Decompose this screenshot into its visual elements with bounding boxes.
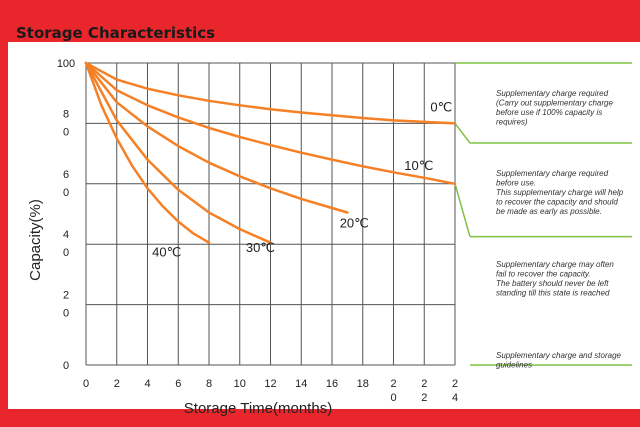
x-tick-label: 14 bbox=[295, 378, 307, 390]
chart-title: Storage Characteristics bbox=[16, 24, 216, 42]
y-tick-label: 100 bbox=[57, 58, 75, 70]
curve-line bbox=[84, 61, 211, 244]
chart-panel bbox=[8, 42, 640, 409]
x-tick-part: 2 bbox=[421, 392, 427, 404]
curve-label: 20℃ bbox=[340, 216, 369, 231]
curve-label: 40℃ bbox=[152, 244, 181, 259]
x-tick-label: 18 bbox=[357, 378, 369, 390]
annotation-line: Supplementary charge required bbox=[496, 169, 609, 178]
annotation-line: The battery should never be left bbox=[496, 279, 609, 288]
y-tick-label: 0 bbox=[63, 360, 69, 372]
bracket-line bbox=[454, 122, 471, 144]
curve-line bbox=[84, 61, 349, 214]
x-tick-part: 12 bbox=[264, 378, 276, 390]
bracket-lines bbox=[454, 62, 632, 366]
x-tick-label: 10 bbox=[234, 378, 246, 390]
y-axis-label: Capacity(%) bbox=[27, 199, 44, 281]
y-tick-part: 0 bbox=[63, 247, 69, 259]
annotation-line: requires) bbox=[496, 118, 528, 127]
x-tick-labels: 0 2 4 6 8 10 12 14 16 18 2 02 22 4 bbox=[83, 378, 458, 404]
y-tick-part: 0 bbox=[63, 187, 69, 199]
x-tick-part: 2 bbox=[390, 378, 396, 390]
x-tick-part: 10 bbox=[234, 378, 246, 390]
bracket-line bbox=[454, 183, 471, 237]
x-tick-part: 16 bbox=[326, 378, 338, 390]
annotation-note: Supplementary charge and storage guidelin… bbox=[496, 351, 622, 370]
x-tick-label: 12 bbox=[264, 378, 276, 390]
curve-line bbox=[84, 61, 457, 125]
x-tick-part: 6 bbox=[175, 378, 181, 390]
bottom-bar bbox=[0, 409, 640, 427]
curve-label: 30℃ bbox=[246, 240, 275, 255]
y-tick-part: 0 bbox=[63, 308, 69, 320]
y-tick-part: 6 bbox=[63, 169, 69, 181]
curve-label: 10℃ bbox=[404, 158, 433, 173]
y-tick-part: 0 bbox=[63, 360, 69, 372]
y-tick-part: 100 bbox=[57, 58, 75, 70]
annotation-line: Supplementary charge may often bbox=[496, 260, 614, 269]
annotation-note: Supplementary charge required before use.… bbox=[496, 169, 624, 216]
annotation-line: be made as early as possible. bbox=[496, 207, 602, 216]
annotation-line: before use if 100% capacity is bbox=[496, 108, 602, 117]
y-tick-part: 2 bbox=[63, 290, 69, 302]
x-tick-label: 6 bbox=[175, 378, 181, 390]
x-tick-part: 4 bbox=[452, 392, 458, 404]
x-tick-label: 2 bbox=[114, 378, 120, 390]
curve-line bbox=[84, 61, 457, 186]
x-tick-part: 2 bbox=[421, 378, 427, 390]
annotation-note: Supplementary charge required (Carry out … bbox=[496, 89, 613, 127]
y-tick-part: 0 bbox=[63, 126, 69, 138]
x-tick-part: 14 bbox=[295, 378, 307, 390]
annotation-line: fail to recover the capacity. bbox=[496, 270, 591, 279]
x-tick-part: 4 bbox=[144, 378, 150, 390]
x-tick-part: 0 bbox=[83, 378, 89, 390]
annotation-line: (Carry out supplementary charge bbox=[496, 99, 613, 108]
annotation-line: standing till this state is reached bbox=[496, 289, 610, 298]
annotation-line: This supplementary charge will help bbox=[496, 188, 624, 197]
y-tick-part: 4 bbox=[63, 229, 69, 241]
annotation-line: Supplementary charge and storage bbox=[496, 351, 622, 360]
x-tick-part: 8 bbox=[206, 378, 212, 390]
annotation-line: Supplementary charge required bbox=[496, 89, 609, 98]
curves bbox=[84, 61, 457, 244]
x-tick-part: 18 bbox=[357, 378, 369, 390]
annotation-line: guidelines bbox=[496, 361, 532, 370]
title-tab: Storage Characteristics bbox=[0, 0, 330, 42]
x-axis-label: Storage Time(months) bbox=[184, 400, 332, 417]
x-tick-part: 0 bbox=[390, 392, 396, 404]
grid bbox=[85, 62, 456, 366]
x-tick-part: 2 bbox=[452, 378, 458, 390]
curve-line bbox=[84, 61, 272, 244]
x-tick-label: 4 bbox=[144, 378, 150, 390]
x-tick-part: 2 bbox=[114, 378, 120, 390]
y-tick-part: 8 bbox=[63, 108, 69, 120]
annotation-notes: Supplementary charge required (Carry out … bbox=[496, 89, 624, 370]
annotation-line: to recover the capacity and should bbox=[496, 198, 618, 207]
x-tick-label: 16 bbox=[326, 378, 338, 390]
annotation-note: Supplementary charge may often fail to re… bbox=[496, 260, 614, 298]
x-tick-label: 0 bbox=[83, 378, 89, 390]
curve-label: 0℃ bbox=[430, 99, 452, 114]
x-tick-label: 8 bbox=[206, 378, 212, 390]
curve-labels: 0℃ 10℃ 20℃ 30℃ 40℃ bbox=[152, 99, 452, 259]
annotation-line: before use. bbox=[496, 179, 536, 188]
